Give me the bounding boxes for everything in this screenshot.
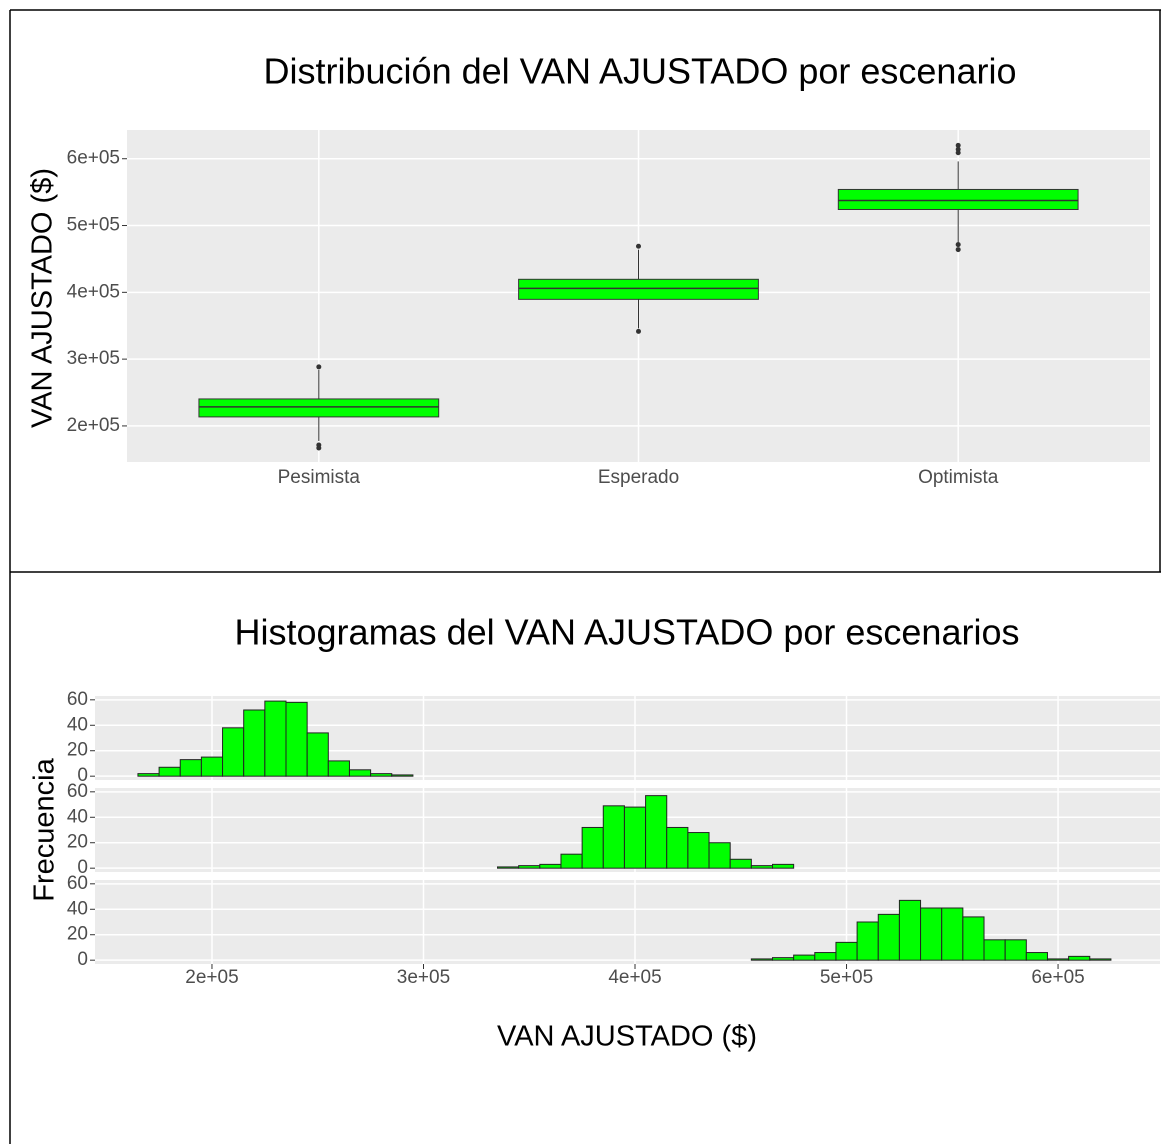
bar (581, 826, 604, 869)
x-tick-label: Esperado (598, 467, 679, 488)
bar (539, 863, 562, 869)
x-tick-label: Optimista (918, 467, 999, 488)
y-tick-label: 40 (67, 714, 88, 735)
bar (1025, 952, 1048, 961)
bar (941, 907, 964, 961)
bar (348, 769, 372, 777)
bar (264, 700, 287, 777)
x-tick-label: 5e+05 (820, 967, 873, 988)
bar (814, 952, 837, 961)
bar (708, 842, 731, 869)
y-tick-label: 5e+05 (67, 215, 120, 236)
bar (602, 805, 625, 869)
x-tick-label: 6e+05 (1031, 967, 1084, 988)
bar (645, 795, 668, 869)
bar (771, 957, 795, 961)
bar (158, 766, 181, 777)
bar (306, 732, 329, 777)
y-tick-label: 20 (67, 924, 88, 945)
box (198, 398, 440, 418)
outlier (636, 243, 641, 249)
bar (222, 727, 245, 777)
bar (729, 858, 752, 869)
y-tick-label: 4e+05 (67, 281, 120, 302)
y-axis-title: Frecuencia (29, 757, 61, 901)
bar (1004, 939, 1027, 961)
box (518, 278, 759, 300)
bar (285, 701, 308, 777)
bar (793, 954, 816, 961)
y-tick-label: 60 (67, 781, 88, 802)
y-tick-label: 6e+05 (67, 148, 120, 169)
bar (898, 899, 922, 961)
bar (1046, 958, 1070, 961)
bar (137, 773, 160, 777)
bar (623, 806, 647, 869)
bar (391, 774, 414, 777)
y-tick-label: 3e+05 (67, 348, 120, 369)
bar (750, 865, 773, 869)
bar (243, 709, 266, 777)
bar (687, 832, 710, 869)
outlier (316, 364, 322, 370)
outlier (955, 247, 961, 253)
x-tick-label: Pesimista (278, 467, 361, 488)
outlier (955, 242, 961, 248)
x-tick-label: 2e+05 (185, 967, 238, 988)
y-tick-label: 40 (67, 806, 88, 827)
chart-title: Distribución del VAN AJUSTADO por escena… (264, 51, 1017, 92)
bar (1068, 955, 1091, 961)
y-tick-label: 60 (67, 689, 88, 710)
x-tick-label: 4e+05 (608, 967, 661, 988)
bar (835, 941, 858, 961)
chart-title: Histogramas del VAN AJUSTADO por escenar… (235, 612, 1020, 653)
bar (327, 760, 350, 777)
bar (370, 773, 393, 777)
outlier (636, 328, 641, 334)
bar (1089, 958, 1112, 961)
y-tick-label: 2e+05 (67, 415, 120, 436)
outlier (316, 445, 322, 451)
outlier (955, 150, 961, 156)
bar (497, 866, 520, 869)
x-tick-label: 3e+05 (397, 967, 450, 988)
bar (518, 865, 541, 869)
bar (856, 921, 879, 961)
bar (200, 756, 224, 777)
outlier (955, 142, 961, 148)
y-tick-label: 40 (67, 898, 88, 919)
bar (920, 907, 943, 961)
y-tick-label: 60 (67, 873, 88, 894)
y-tick-label: 20 (67, 832, 88, 853)
bar (750, 958, 773, 961)
box (837, 188, 1079, 210)
bar (666, 826, 689, 869)
bar (877, 913, 900, 961)
y-axis-title: VAN AJUSTADO ($) (27, 168, 59, 428)
bar (560, 853, 583, 869)
y-tick-label: 0 (77, 765, 88, 786)
y-tick-label: 0 (77, 857, 88, 878)
y-tick-label: 0 (77, 949, 88, 970)
y-tick-label: 20 (67, 740, 88, 761)
bar (983, 939, 1006, 961)
bar (771, 863, 795, 869)
bar (962, 916, 985, 961)
bar (179, 759, 202, 777)
x-axis-title: VAN AJUSTADO ($) (497, 1021, 757, 1053)
